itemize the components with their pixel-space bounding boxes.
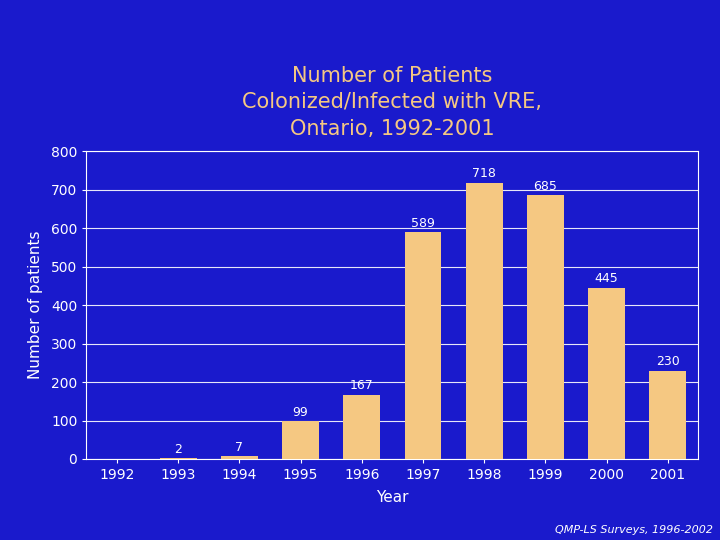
Bar bbox=[588, 288, 625, 459]
Text: 718: 718 bbox=[472, 167, 496, 180]
Text: QMP-LS Surveys, 1996-2002: QMP-LS Surveys, 1996-2002 bbox=[555, 524, 713, 535]
Text: 2: 2 bbox=[174, 443, 182, 456]
Text: 99: 99 bbox=[293, 406, 308, 419]
Text: 685: 685 bbox=[534, 180, 557, 193]
Bar bbox=[405, 232, 441, 459]
Title: Number of Patients
Colonized/Infected with VRE,
Ontario, 1992-2001: Number of Patients Colonized/Infected wi… bbox=[243, 66, 542, 139]
Y-axis label: Number of patients: Number of patients bbox=[27, 231, 42, 379]
Bar bbox=[527, 195, 564, 459]
Bar bbox=[160, 458, 197, 459]
Bar bbox=[649, 370, 686, 459]
Text: 230: 230 bbox=[656, 355, 680, 368]
Text: 7: 7 bbox=[235, 441, 243, 454]
Text: 589: 589 bbox=[411, 217, 435, 230]
Bar bbox=[282, 421, 319, 459]
X-axis label: Year: Year bbox=[376, 490, 409, 505]
Bar bbox=[221, 456, 258, 459]
Bar bbox=[466, 183, 503, 459]
Bar bbox=[343, 395, 380, 459]
Text: 167: 167 bbox=[350, 380, 374, 393]
Text: 445: 445 bbox=[595, 273, 618, 286]
